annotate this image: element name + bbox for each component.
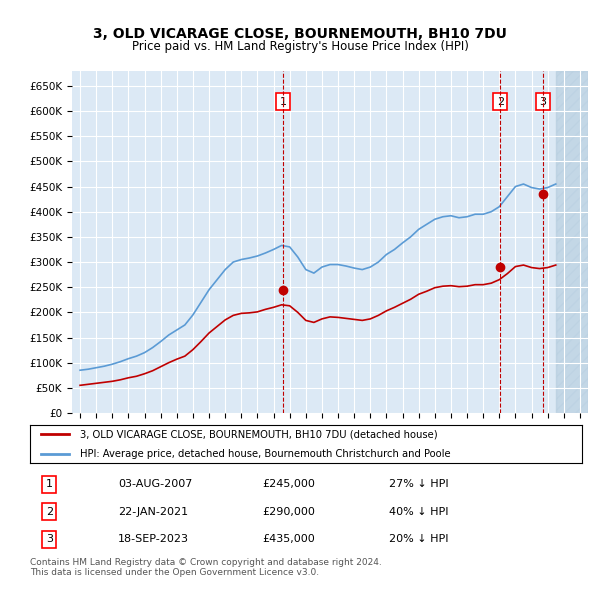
Text: 3: 3 (46, 534, 53, 544)
Text: 20% ↓ HPI: 20% ↓ HPI (389, 534, 448, 544)
Text: 3, OLD VICARAGE CLOSE, BOURNEMOUTH, BH10 7DU: 3, OLD VICARAGE CLOSE, BOURNEMOUTH, BH10… (93, 27, 507, 41)
Bar (556, 71, 588, 413)
Text: Contains HM Land Registry data © Crown copyright and database right 2024.
This d: Contains HM Land Registry data © Crown c… (30, 558, 382, 577)
Text: 1: 1 (280, 97, 286, 107)
Text: 3: 3 (539, 97, 547, 107)
Text: 27% ↓ HPI: 27% ↓ HPI (389, 480, 448, 490)
Text: 18-SEP-2023: 18-SEP-2023 (118, 534, 190, 544)
Text: HPI: Average price, detached house, Bournemouth Christchurch and Poole: HPI: Average price, detached house, Bour… (80, 448, 451, 458)
Text: 22-JAN-2021: 22-JAN-2021 (118, 507, 188, 517)
Text: £435,000: £435,000 (262, 534, 314, 544)
Text: £290,000: £290,000 (262, 507, 315, 517)
Text: 2: 2 (46, 507, 53, 517)
Text: 3, OLD VICARAGE CLOSE, BOURNEMOUTH, BH10 7DU (detached house): 3, OLD VICARAGE CLOSE, BOURNEMOUTH, BH10… (80, 430, 437, 440)
Text: 03-AUG-2007: 03-AUG-2007 (118, 480, 193, 490)
Text: 1: 1 (46, 480, 53, 490)
Text: Price paid vs. HM Land Registry's House Price Index (HPI): Price paid vs. HM Land Registry's House … (131, 40, 469, 53)
Text: 2: 2 (497, 97, 504, 107)
Text: 40% ↓ HPI: 40% ↓ HPI (389, 507, 448, 517)
Text: £245,000: £245,000 (262, 480, 315, 490)
Bar (556, 71, 588, 413)
